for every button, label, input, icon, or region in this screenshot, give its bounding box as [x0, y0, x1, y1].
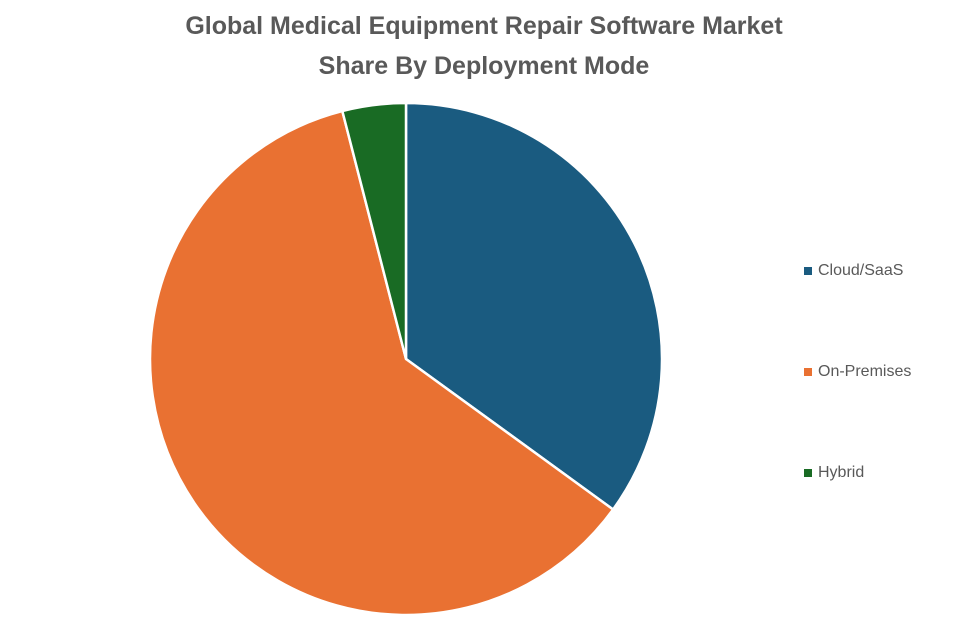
- legend-label-cloud-saas: Cloud/SaaS: [818, 262, 904, 279]
- legend-item-hybrid: Hybrid: [804, 464, 864, 482]
- legend-swatch-cloud-saas: [804, 267, 812, 275]
- legend-label-on-premises: On-Premises: [818, 363, 912, 380]
- legend-item-on-premises: On-Premises: [804, 363, 911, 381]
- chart-title-line-1: Global Medical Equipment Repair Software…: [185, 12, 783, 40]
- legend-label-hybrid: Hybrid: [818, 464, 865, 481]
- legend-item-cloud-saas: Cloud/SaaS: [804, 262, 903, 280]
- pie-slice-cloud-saas: [404, 101, 664, 511]
- legend-swatch-on-premises: [804, 368, 812, 376]
- pie-slice-on-premises: [148, 109, 615, 617]
- legend-swatch-hybrid: [804, 469, 812, 477]
- chart-title-line-2: Share By Deployment Mode: [318, 52, 650, 80]
- chart-title: Global Medical Equipment Repair Software…: [0, 6, 968, 86]
- pie-slice-hybrid: [341, 101, 408, 361]
